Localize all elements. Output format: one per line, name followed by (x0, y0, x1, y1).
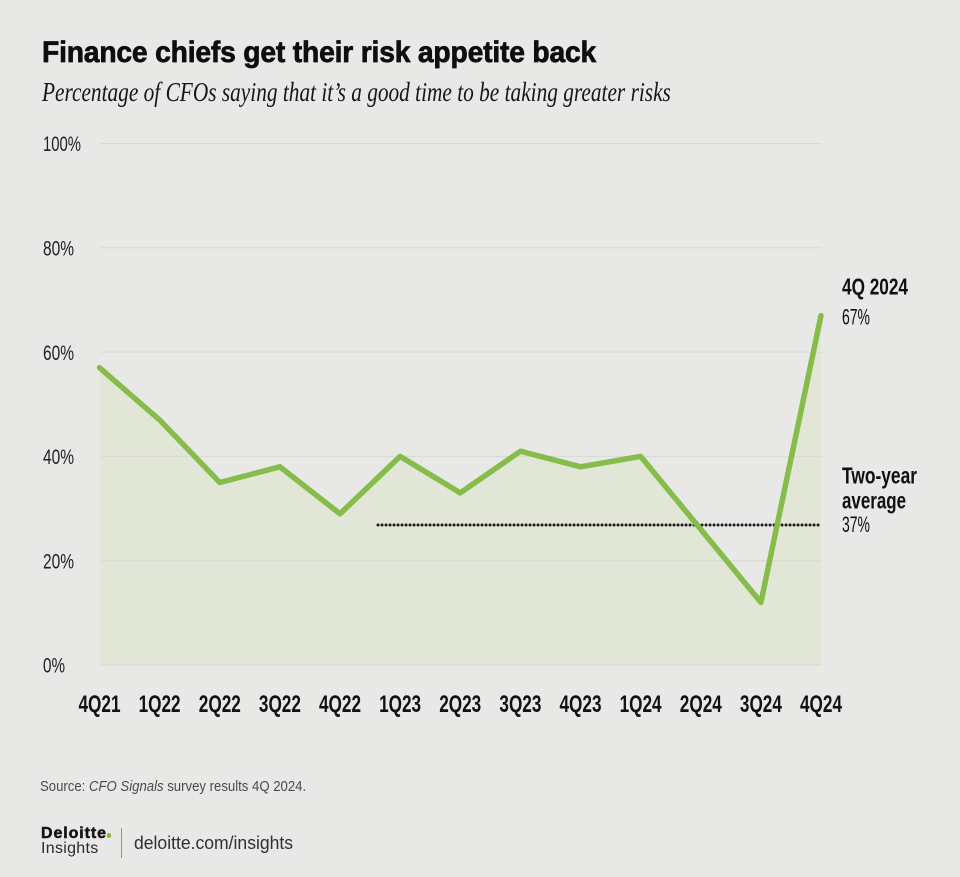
svg-text:67%: 67% (842, 305, 870, 330)
svg-text:3Q22: 3Q22 (259, 691, 301, 718)
svg-text:3Q23: 3Q23 (499, 691, 541, 718)
svg-text:80%: 80% (43, 237, 74, 261)
svg-text:60%: 60% (43, 341, 74, 365)
svg-text:4Q23: 4Q23 (560, 691, 602, 718)
svg-text:2Q24: 2Q24 (680, 691, 722, 718)
svg-text:2Q22: 2Q22 (199, 691, 241, 718)
svg-text:3Q24: 3Q24 (740, 691, 782, 718)
svg-text:4Q21: 4Q21 (79, 691, 121, 718)
svg-text:Two-year: Two-year (842, 463, 917, 489)
svg-text:1Q24: 1Q24 (620, 691, 662, 718)
svg-text:40%: 40% (43, 445, 74, 469)
svg-text:20%: 20% (43, 549, 74, 573)
svg-text:0%: 0% (43, 654, 65, 678)
svg-text:2Q23: 2Q23 (439, 691, 481, 718)
svg-text:average: average (842, 487, 906, 513)
svg-text:4Q22: 4Q22 (319, 691, 361, 718)
svg-text:4Q 2024: 4Q 2024 (842, 274, 908, 300)
svg-text:1Q22: 1Q22 (139, 691, 181, 718)
svg-text:37%: 37% (842, 512, 870, 537)
svg-text:4Q24: 4Q24 (800, 691, 842, 718)
svg-text:1Q23: 1Q23 (379, 691, 421, 718)
svg-text:100%: 100% (43, 132, 81, 156)
